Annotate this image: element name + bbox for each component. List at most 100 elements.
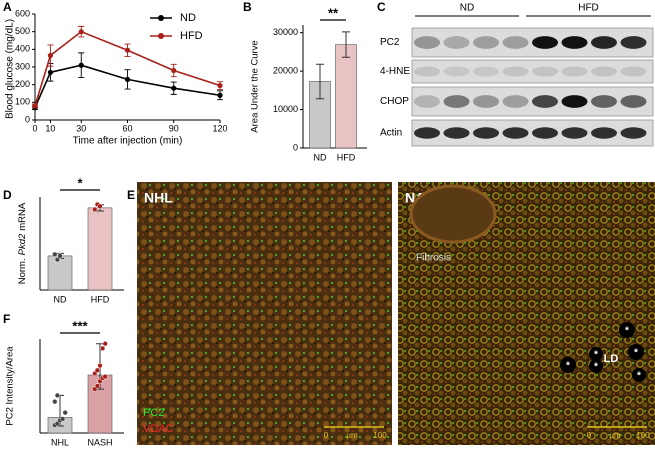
data-point	[62, 409, 68, 416]
x-tick-label: 10	[45, 123, 55, 133]
series-line	[34, 64, 221, 108]
y-axis-label: Blood glucose (mg/dL)	[5, 19, 16, 119]
data-point	[99, 345, 106, 352]
data-point	[32, 103, 38, 109]
lipid-droplet	[632, 368, 646, 382]
band	[620, 95, 647, 108]
droplet-marker: *	[637, 371, 641, 382]
y-tick-label: 10000	[273, 104, 298, 114]
band	[443, 95, 470, 108]
data-point	[217, 82, 223, 89]
data-point	[52, 251, 58, 258]
band	[502, 95, 529, 108]
x-tick-label: NASH	[87, 437, 112, 447]
data-point	[52, 399, 58, 405]
y-tick-label: 400	[15, 44, 30, 54]
band	[532, 95, 558, 108]
band	[620, 66, 647, 77]
y-axis-label: PC2 Intensity/Area	[5, 346, 16, 426]
droplet-marker: *	[566, 361, 570, 372]
panel-label: F	[3, 312, 10, 326]
y-tick-label: 600	[15, 8, 30, 18]
row-label: PC2	[380, 37, 400, 48]
band	[620, 127, 647, 139]
band	[591, 36, 617, 49]
annotation: LD	[604, 353, 619, 365]
fibrosis-region	[409, 184, 497, 244]
stain-label: VDAC	[143, 423, 174, 435]
x-tick-label: ND	[54, 294, 67, 304]
row-label: Actin	[380, 128, 402, 139]
band	[443, 127, 470, 139]
data-point	[94, 383, 101, 389]
band	[591, 66, 617, 77]
row-label: 4-HNE	[380, 66, 410, 77]
x-tick-label: 120	[212, 123, 227, 133]
band	[502, 66, 529, 77]
band	[591, 127, 617, 139]
band	[473, 36, 499, 49]
droplet-marker: *	[594, 362, 598, 373]
legend-marker	[158, 15, 164, 21]
x-axis-label: Time after injection (min)	[73, 136, 183, 147]
data-point	[97, 362, 103, 369]
micrograph	[137, 182, 392, 445]
legend-label: ND	[180, 12, 196, 24]
stain-label: PC2	[143, 407, 164, 419]
scale-label: μm	[609, 431, 621, 440]
droplet-marker: *	[634, 348, 638, 359]
panel-label: A	[3, 0, 12, 14]
x-tick-label: HFD	[337, 152, 356, 162]
data-point	[217, 92, 223, 98]
data-point	[57, 253, 63, 259]
y-tick-label: 500	[15, 26, 30, 36]
data-point	[54, 392, 61, 399]
band	[473, 127, 499, 139]
panel-label: E	[127, 188, 135, 202]
y-tick-label: 0	[293, 142, 298, 152]
micrographs: ENHL0μm100NASH0μm100Fibrosis******LDPC2V…	[127, 182, 655, 445]
band	[502, 127, 529, 139]
group-label: HFD	[578, 3, 599, 14]
legend-label: HFD	[180, 30, 203, 42]
significance: **	[328, 5, 339, 20]
legend-marker	[158, 33, 164, 39]
significance: ***	[72, 318, 88, 333]
y-axis-label-part: Norm.	[17, 258, 28, 284]
band	[502, 36, 529, 49]
x-tick-label: 30	[76, 123, 86, 133]
band	[561, 36, 588, 49]
x-tick-label: 60	[122, 123, 132, 133]
y-axis-label: Norm. Pkd2 mRNA	[17, 202, 28, 284]
data-point	[171, 85, 177, 91]
band	[532, 66, 558, 77]
bar	[87, 207, 113, 291]
x-tick-label: NHL	[51, 437, 69, 447]
data-point	[94, 367, 101, 373]
data-point	[171, 67, 177, 74]
data-point	[59, 416, 66, 422]
data-point	[54, 256, 61, 263]
lipid-droplet	[628, 344, 644, 360]
significance: *	[77, 175, 83, 190]
data-point	[102, 341, 108, 347]
panel-label: D	[3, 188, 12, 202]
series-line	[34, 30, 221, 107]
band	[591, 95, 617, 108]
data-point	[124, 47, 131, 53]
lipid-droplet	[589, 347, 603, 361]
x-tick-label: 90	[169, 123, 179, 133]
annotation: Fibrosis	[416, 253, 451, 264]
data-point	[92, 206, 98, 213]
error-bar	[342, 31, 350, 58]
scale-label: 0	[587, 431, 592, 440]
droplet-marker: *	[625, 326, 629, 337]
band	[620, 36, 647, 49]
band	[532, 36, 558, 49]
band	[473, 66, 499, 77]
band	[473, 95, 499, 108]
data-point	[124, 76, 131, 82]
band	[414, 66, 440, 77]
group-label: ND	[460, 3, 474, 14]
data-point	[78, 62, 84, 68]
